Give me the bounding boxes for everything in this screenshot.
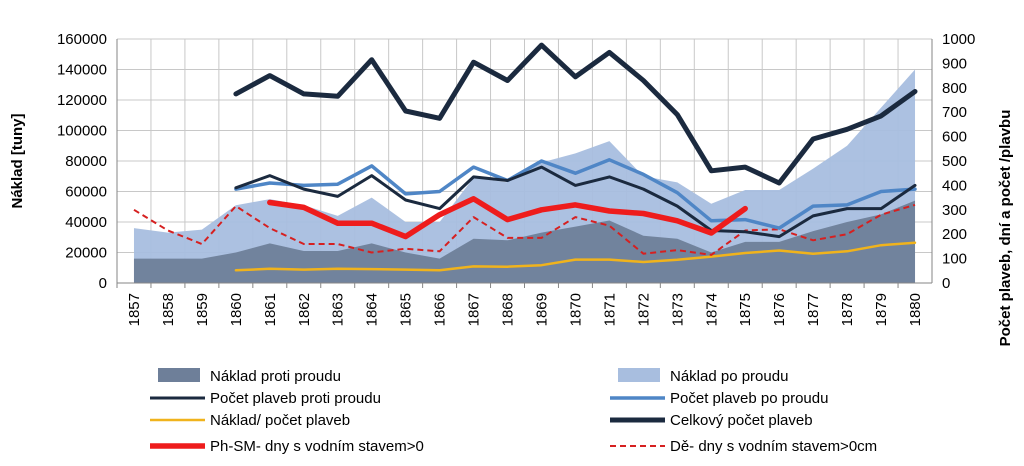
y-right-tick-label: 200 bbox=[942, 226, 967, 243]
y-right-tick-label: 0 bbox=[942, 275, 950, 292]
y-right-tick-label: 400 bbox=[942, 177, 967, 194]
legend-label-celkovy-pocet-plaveb: Celkový počet plaveb bbox=[670, 412, 813, 429]
legend-label-pocet-plaveb-proti-proudu: Počet plaveb proti proudu bbox=[210, 390, 381, 407]
x-tick-label: 1863 bbox=[330, 293, 347, 326]
y-left-tick-label: 160000 bbox=[57, 31, 107, 48]
x-tick-label: 1860 bbox=[228, 293, 245, 326]
x-tick-label: 1868 bbox=[500, 293, 517, 326]
line-naklad-pocet-plaveb bbox=[234, 241, 917, 272]
legend: Náklad proti proudu Náklad po proudu Počet… bbox=[150, 368, 877, 455]
legend-swatch-naklad-proti-proudu bbox=[158, 368, 200, 382]
x-tick-label: 1878 bbox=[839, 293, 856, 326]
y-left-tick-label: 140000 bbox=[57, 62, 107, 79]
x-tick-label: 1876 bbox=[771, 293, 788, 326]
legend-label-pocet-plaveb-po-proudu: Počet plaveb po proudu bbox=[670, 390, 828, 407]
x-tick-label: 1862 bbox=[296, 293, 313, 326]
x-tick-label: 1864 bbox=[364, 293, 381, 326]
y-right-tick-label: 100 bbox=[942, 251, 967, 268]
y-left-tick-label: 100000 bbox=[57, 123, 107, 140]
y-right-tick-label: 900 bbox=[942, 55, 967, 72]
x-tick-label: 1874 bbox=[703, 293, 720, 326]
y-left-tick-label: 0 bbox=[99, 275, 107, 292]
x-tick-label: 1879 bbox=[873, 293, 890, 326]
x-tick-label: 1866 bbox=[432, 293, 449, 326]
line-pocet-plaveb-proti-proudu bbox=[234, 165, 917, 239]
y-left-tick-label: 20000 bbox=[65, 245, 107, 262]
line-celkovy-pocet-plaveb bbox=[233, 42, 918, 186]
y-right-tick-label: 300 bbox=[942, 202, 967, 219]
x-tick-label: 1861 bbox=[262, 293, 279, 326]
x-tick-label: 1873 bbox=[669, 293, 686, 326]
legend-label-ph-sm-dny-s-vodnim-stavem-0: Ph-SM- dny s vodním stavem>0 bbox=[210, 438, 424, 455]
y-left-tick-label: 60000 bbox=[65, 184, 107, 201]
y-right-tick-label: 700 bbox=[942, 104, 967, 121]
y-right-tick-label: 500 bbox=[942, 153, 967, 170]
legend-label-naklad-proti-proudu: Náklad proti proudu bbox=[210, 368, 341, 385]
line-ph-sm-dny-s-vodnim-stavem-0 bbox=[267, 196, 748, 240]
legend-label-naklad-pocet-plaveb: Náklad/ počet plaveb bbox=[210, 412, 350, 429]
y-right-tick-label: 1000 bbox=[942, 31, 975, 48]
x-tick-label: 1872 bbox=[635, 293, 652, 326]
x-tick-label: 1867 bbox=[466, 293, 483, 326]
area-naklad-proti-proudu bbox=[133, 200, 916, 283]
line-de-dny-s-vodnim-stavem-0cm bbox=[133, 203, 916, 256]
y-right-tick-label: 600 bbox=[942, 129, 967, 146]
x-tick-label: 1875 bbox=[737, 293, 754, 326]
legend-label-de-dny-s-vodnim-stavem-0cm: Dě- dny s vodním stavem>0cm bbox=[670, 438, 877, 455]
x-tick-label: 1865 bbox=[398, 293, 415, 326]
x-tick-label: 1859 bbox=[194, 293, 211, 326]
y-axis-left-label: Náklad [tuny] bbox=[9, 113, 26, 208]
axes: 0 20000 40000 60000 80000 100000 120000 140000 1… bbox=[57, 31, 975, 326]
y-axis-right-label: Počet plaveb, dní a počet /plavbu bbox=[997, 110, 1014, 347]
y-right-tick-label: 800 bbox=[942, 80, 967, 97]
legend-label-naklad-po-proudu: Náklad po proudu bbox=[670, 368, 788, 385]
x-tick-label: 1871 bbox=[601, 293, 618, 326]
x-tick-label: 1869 bbox=[533, 293, 550, 326]
x-tick-label: 1857 bbox=[126, 293, 143, 326]
legend-swatch-naklad-po-proudu bbox=[618, 368, 660, 382]
y-left-tick-label: 80000 bbox=[65, 153, 107, 170]
line-series bbox=[133, 42, 918, 272]
line-pocet-plaveb-po-proudu bbox=[234, 158, 917, 230]
x-tick-label: 1858 bbox=[160, 293, 177, 326]
x-tick-label: 1870 bbox=[567, 293, 584, 326]
y-left-tick-label: 120000 bbox=[57, 92, 107, 109]
x-tick-label: 1877 bbox=[805, 293, 822, 326]
y-left-tick-label: 40000 bbox=[65, 214, 107, 231]
x-tick-label: 1880 bbox=[907, 293, 924, 326]
